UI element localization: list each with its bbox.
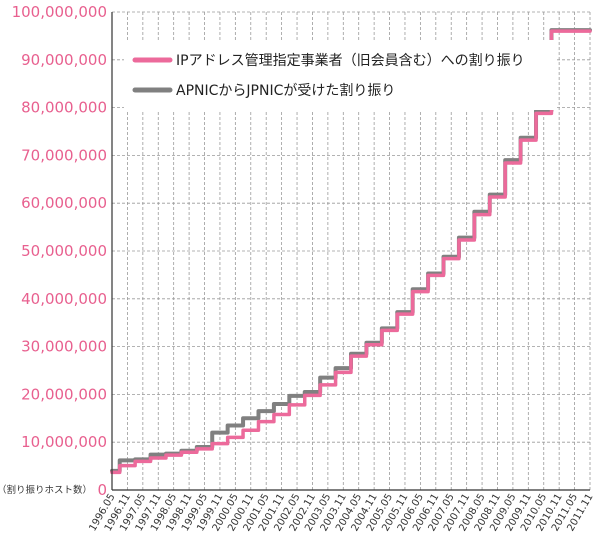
y-tick-label: 10,000,000 — [21, 433, 107, 451]
y-tick-label: 100,000,000 — [12, 3, 107, 21]
y-tick-label: 30,000,000 — [21, 338, 107, 356]
y-tick-label: 50,000,000 — [21, 242, 107, 260]
y-tick-label: 0 — [97, 481, 107, 499]
axes — [111, 12, 590, 491]
y-axis-unit-label: （割り振りホスト数） — [0, 484, 92, 496]
y-axis-tick-labels: 0 10,000,000 20,000,000 30,000,000 40,000,00… — [12, 3, 107, 499]
legend-label-jpnic-members: IPアドレス管理指定事業者（旧会員含む）への割り振り — [176, 52, 525, 69]
y-tick-label: 40,000,000 — [21, 290, 107, 308]
series-line-jpnic-members — [110, 29, 592, 475]
legend-label-apnic-to-jpnic: APNICからJPNICが受けた割り振り — [176, 82, 395, 99]
legend-box — [124, 40, 556, 110]
y-tick-label: 70,000,000 — [21, 146, 107, 164]
y-tick-label: 80,000,000 — [21, 99, 107, 117]
series-lines — [110, 28, 592, 475]
legend: IPアドレス管理指定事業者（旧会員含む）への割り振り APNICからJPNICが… — [124, 40, 556, 110]
y-tick-label: 20,000,000 — [21, 385, 107, 403]
y-tick-label: 90,000,000 — [21, 51, 107, 69]
y-tick-label: 60,000,000 — [21, 194, 107, 212]
x-axis-tick-labels: 1996.051996.111997.051997.111998.051998.… — [87, 492, 595, 533]
